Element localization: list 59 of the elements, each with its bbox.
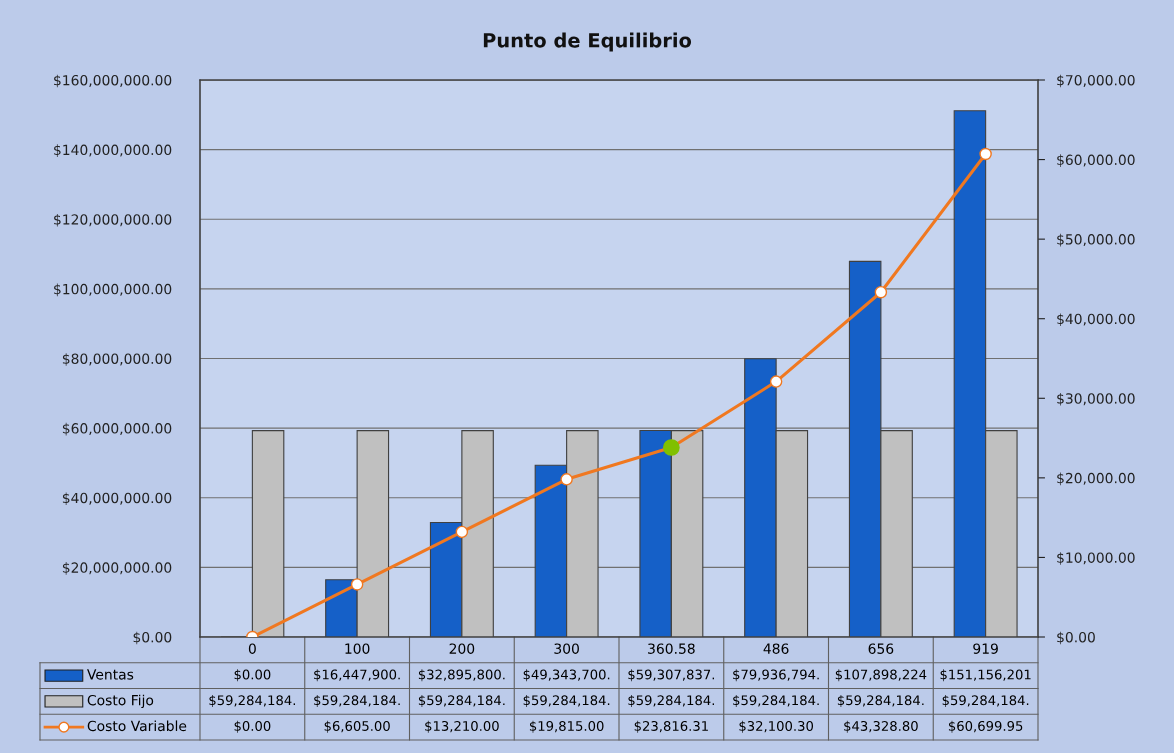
point bbox=[350, 578, 364, 591]
x-tick-label: 300 bbox=[554, 643, 579, 654]
y-tick-label: $40,000,000.00 bbox=[62, 492, 172, 506]
legend-label: Ventas bbox=[87, 669, 134, 680]
y2-tick-label: $60,000.00 bbox=[1057, 154, 1135, 167]
x-tick-label: 919 bbox=[973, 643, 998, 654]
data-label: $32,895,800. bbox=[418, 669, 505, 682]
y-tick-label: $0.00 bbox=[133, 631, 172, 645]
x-tick-label: 486 bbox=[763, 643, 789, 654]
data-label: $0.00 bbox=[234, 720, 271, 733]
y-tick-label: $140,000,000.00 bbox=[54, 144, 172, 157]
data-label: $107,898,224 bbox=[835, 669, 927, 682]
y2-tick-label: $30,000.00 bbox=[1057, 393, 1135, 406]
y-tick-label: $160,000,000.00 bbox=[54, 74, 172, 88]
y2-tick-label: $40,000.00 bbox=[1057, 313, 1135, 327]
data-label: $23,816.31 bbox=[634, 720, 708, 733]
point bbox=[979, 147, 992, 161]
data-label: $16,447,900. bbox=[314, 669, 400, 682]
y2-tick-label: $0.00 bbox=[1057, 631, 1095, 645]
data-label: $6,605.00 bbox=[324, 720, 390, 733]
data-label: $59,307,837. bbox=[628, 669, 715, 682]
data-label: $151,156,201 bbox=[940, 669, 1031, 682]
x-tick-label: 200 bbox=[449, 643, 475, 654]
data-label: $59,284,184. bbox=[314, 694, 400, 707]
data-label: $59,284,184. bbox=[418, 694, 505, 707]
legend-label: Costo Fijo bbox=[87, 694, 154, 709]
x-tick-label: 0 bbox=[248, 643, 256, 654]
data-label: $79,936,794. bbox=[733, 669, 819, 682]
y2-tick-label: $10,000.00 bbox=[1057, 552, 1135, 565]
point bbox=[560, 473, 573, 486]
data-label: $59,284,184. bbox=[837, 694, 924, 707]
y-tick-label: $80,000,000.00 bbox=[62, 353, 172, 366]
data-label: $13,210.00 bbox=[425, 720, 499, 733]
y-tick-label: $20,000,000.00 bbox=[62, 562, 172, 575]
x-tick-label: 100 bbox=[345, 643, 370, 654]
point bbox=[874, 285, 888, 299]
data-label: $59,284,184. bbox=[628, 694, 715, 707]
point bbox=[455, 525, 469, 539]
data-label: $59,284,184. bbox=[523, 694, 610, 707]
x-tick-label: 656 bbox=[868, 643, 894, 654]
chart-title: Punto de Equilibrio bbox=[483, 32, 692, 52]
data-label: $60,699.95 bbox=[948, 720, 1023, 733]
data-label: $59,284,184. bbox=[209, 694, 296, 707]
y2-tick-label: $50,000.00 bbox=[1057, 233, 1135, 247]
data-label: $43,328.80 bbox=[844, 720, 918, 733]
point bbox=[769, 375, 783, 388]
data-label: $0.00 bbox=[234, 669, 271, 682]
data-label: $49,343,700. bbox=[523, 669, 610, 682]
data-label: $59,284,184. bbox=[733, 694, 819, 707]
y-tick-label: $100,000,000.00 bbox=[54, 283, 172, 297]
y2-tick-label: $70,000.00 bbox=[1057, 74, 1135, 88]
y-tick-label: $60,000,000.00 bbox=[62, 422, 172, 436]
data-label: $59,284,184. bbox=[942, 694, 1029, 707]
data-label: $32,100.30 bbox=[739, 720, 814, 733]
x-tick-label: 360.58 bbox=[648, 643, 695, 654]
y-tick-label: $120,000,000.00 bbox=[54, 213, 172, 227]
data-label: $19,815.00 bbox=[529, 720, 604, 733]
legend-label: Costo Variable bbox=[87, 720, 187, 732]
y2-tick-label: $20,000.00 bbox=[1057, 472, 1135, 486]
